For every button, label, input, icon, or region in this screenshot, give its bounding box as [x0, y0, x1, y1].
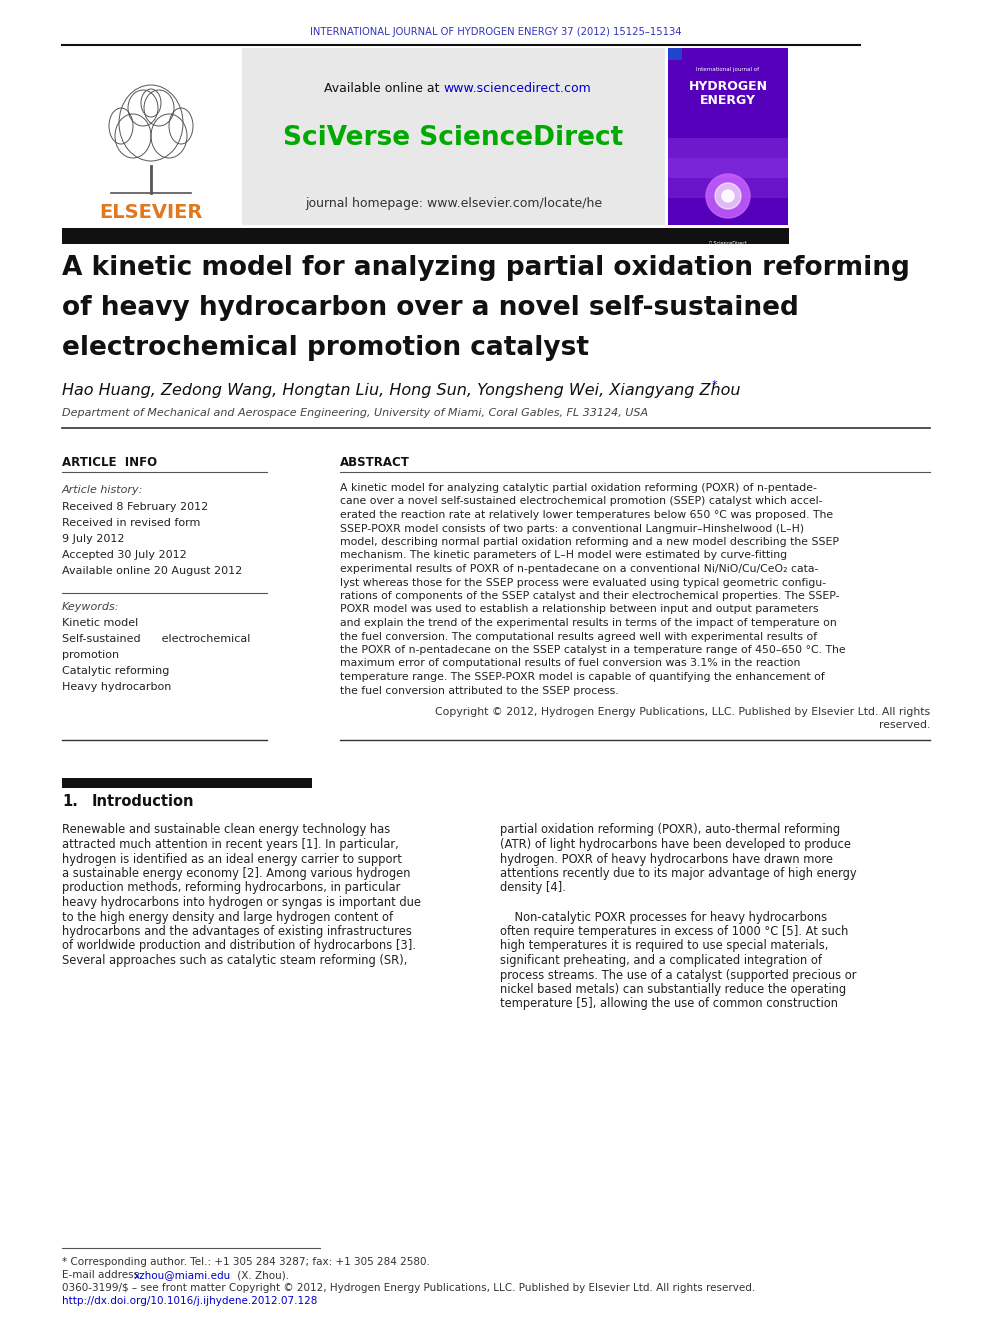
FancyBboxPatch shape: [242, 48, 665, 225]
Circle shape: [722, 191, 734, 202]
Text: Several approaches such as catalytic steam reforming (SR),: Several approaches such as catalytic ste…: [62, 954, 408, 967]
Text: maximum error of computational results of fuel conversion was 3.1% in the reacti: maximum error of computational results o…: [340, 659, 801, 668]
Text: HYDROGEN: HYDROGEN: [688, 79, 768, 93]
Text: ELSEVIER: ELSEVIER: [99, 202, 202, 221]
Text: temperature [5], allowing the use of common construction: temperature [5], allowing the use of com…: [500, 998, 838, 1011]
Text: reserved.: reserved.: [879, 720, 930, 730]
Text: often require temperatures in excess of 1000 °C [5]. At such: often require temperatures in excess of …: [500, 925, 848, 938]
Circle shape: [706, 175, 750, 218]
Text: partial oxidation reforming (POXR), auto-thermal reforming: partial oxidation reforming (POXR), auto…: [500, 823, 840, 836]
Text: the POXR of n-pentadecane on the SSEP catalyst in a temperature range of 450–650: the POXR of n-pentadecane on the SSEP ca…: [340, 646, 845, 655]
Text: Catalytic reforming: Catalytic reforming: [62, 665, 170, 676]
Text: electrochemical promotion catalyst: electrochemical promotion catalyst: [62, 335, 589, 361]
Text: SSEP-POXR model consists of two parts: a conventional Langmuir–Hinshelwood (L–H): SSEP-POXR model consists of two parts: a…: [340, 524, 805, 533]
Text: of worldwide production and distribution of hydrocarbons [3].: of worldwide production and distribution…: [62, 939, 416, 953]
Text: E-mail address:: E-mail address:: [62, 1270, 146, 1279]
Text: rations of components of the SSEP catalyst and their electrochemical properties.: rations of components of the SSEP cataly…: [340, 591, 839, 601]
Text: SciVerse ScienceDirect: SciVerse ScienceDirect: [284, 124, 624, 151]
Text: Accepted 30 July 2012: Accepted 30 July 2012: [62, 550, 186, 560]
Text: nickel based metals) can substantially reduce the operating: nickel based metals) can substantially r…: [500, 983, 846, 996]
Text: ARTICLE  INFO: ARTICLE INFO: [62, 455, 157, 468]
Text: 9 July 2012: 9 July 2012: [62, 534, 125, 544]
Text: POXR model was used to establish a relationship between input and output paramet: POXR model was used to establish a relat…: [340, 605, 818, 614]
Text: Renewable and sustainable clean energy technology has: Renewable and sustainable clean energy t…: [62, 823, 390, 836]
Text: (X. Zhou).: (X. Zhou).: [234, 1270, 289, 1279]
Text: hydrogen. POXR of heavy hydrocarbons have drawn more: hydrogen. POXR of heavy hydrocarbons hav…: [500, 852, 833, 865]
Text: the fuel conversion. The computational results agreed well with experimental res: the fuel conversion. The computational r…: [340, 631, 817, 642]
Text: a sustainable energy economy [2]. Among various hydrogen: a sustainable energy economy [2]. Among …: [62, 867, 411, 880]
Text: Department of Mechanical and Aerospace Engineering, University of Miami, Coral G: Department of Mechanical and Aerospace E…: [62, 407, 648, 418]
Text: process streams. The use of a catalyst (supported precious or: process streams. The use of a catalyst (…: [500, 968, 856, 982]
Text: Available online at: Available online at: [324, 82, 443, 94]
Text: INTERNATIONAL JOURNAL OF HYDROGEN ENERGY 37 (2012) 15125–15134: INTERNATIONAL JOURNAL OF HYDROGEN ENERGY…: [310, 26, 682, 37]
Text: Copyright © 2012, Hydrogen Energy Publications, LLC. Published by Elsevier Ltd. : Copyright © 2012, Hydrogen Energy Public…: [434, 706, 930, 717]
FancyBboxPatch shape: [668, 48, 788, 225]
FancyBboxPatch shape: [668, 48, 682, 60]
Text: model, describing normal partial oxidation reforming and a new model describing : model, describing normal partial oxidati…: [340, 537, 839, 546]
Text: A kinetic model for analyzing catalytic partial oxidation reforming (POXR) of n-: A kinetic model for analyzing catalytic …: [340, 483, 816, 493]
FancyBboxPatch shape: [668, 157, 788, 198]
Text: xzhou@miami.edu: xzhou@miami.edu: [134, 1270, 231, 1279]
Text: ENERGY: ENERGY: [700, 94, 756, 106]
Text: hydrocarbons and the advantages of existing infrastructures: hydrocarbons and the advantages of exist…: [62, 925, 412, 938]
Text: promotion: promotion: [62, 650, 119, 660]
Text: A kinetic model for analyzing partial oxidation reforming: A kinetic model for analyzing partial ox…: [62, 255, 910, 280]
Text: Heavy hydrocarbon: Heavy hydrocarbon: [62, 681, 172, 692]
Circle shape: [715, 183, 741, 209]
Text: attracted much attention in recent years [1]. In particular,: attracted much attention in recent years…: [62, 837, 399, 851]
Text: 0360-3199/$ – see front matter Copyright © 2012, Hydrogen Energy Publications, L: 0360-3199/$ – see front matter Copyright…: [62, 1283, 755, 1293]
Text: hydrogen is identified as an ideal energy carrier to support: hydrogen is identified as an ideal energ…: [62, 852, 402, 865]
Text: ABSTRACT: ABSTRACT: [340, 455, 410, 468]
Text: 1.: 1.: [62, 795, 78, 810]
Text: mechanism. The kinetic parameters of L–H model were estimated by curve-fitting: mechanism. The kinetic parameters of L–H…: [340, 550, 787, 561]
Text: heavy hydrocarbons into hydrogen or syngas is important due: heavy hydrocarbons into hydrogen or syng…: [62, 896, 421, 909]
Text: journal homepage: www.elsevier.com/locate/he: journal homepage: www.elsevier.com/locat…: [305, 197, 602, 209]
Text: Article history:: Article history:: [62, 486, 144, 495]
Text: * Corresponding author. Tel.: +1 305 284 3287; fax: +1 305 284 2580.: * Corresponding author. Tel.: +1 305 284…: [62, 1257, 430, 1267]
Text: (ATR) of light hydrocarbons have been developed to produce: (ATR) of light hydrocarbons have been de…: [500, 837, 851, 851]
Text: *: *: [712, 380, 717, 390]
FancyBboxPatch shape: [668, 138, 788, 179]
Text: International journal of: International journal of: [696, 67, 760, 73]
Text: Kinetic model: Kinetic model: [62, 618, 138, 628]
Text: Received 8 February 2012: Received 8 February 2012: [62, 501, 208, 512]
FancyBboxPatch shape: [62, 228, 789, 243]
Text: http://dx.doi.org/10.1016/j.ijhydene.2012.07.128: http://dx.doi.org/10.1016/j.ijhydene.201…: [62, 1297, 317, 1306]
Text: Hao Huang, Zedong Wang, Hongtan Liu, Hong Sun, Yongsheng Wei, Xiangyang Zhou: Hao Huang, Zedong Wang, Hongtan Liu, Hon…: [62, 382, 740, 397]
Text: Available online 20 August 2012: Available online 20 August 2012: [62, 566, 242, 576]
Text: erated the reaction rate at relatively lower temperatures below 650 °C was propo: erated the reaction rate at relatively l…: [340, 509, 833, 520]
Text: to the high energy density and large hydrogen content of: to the high energy density and large hyd…: [62, 910, 393, 923]
Text: significant preheating, and a complicated integration of: significant preheating, and a complicate…: [500, 954, 822, 967]
Text: lyst whereas those for the SSEP process were evaluated using typical geometric c: lyst whereas those for the SSEP process …: [340, 578, 826, 587]
Text: experimental results of POXR of n-pentadecane on a conventional Ni/NiO/Cu/CeO₂ c: experimental results of POXR of n-pentad…: [340, 564, 818, 574]
Text: production methods, reforming hydrocarbons, in particular: production methods, reforming hydrocarbo…: [62, 881, 401, 894]
Text: temperature range. The SSEP-POXR model is capable of quantifying the enhancement: temperature range. The SSEP-POXR model i…: [340, 672, 824, 681]
FancyBboxPatch shape: [62, 778, 312, 789]
Text: Introduction: Introduction: [92, 795, 194, 810]
Text: Received in revised form: Received in revised form: [62, 519, 200, 528]
Text: Non-catalytic POXR processes for heavy hydrocarbons: Non-catalytic POXR processes for heavy h…: [500, 910, 827, 923]
Text: the fuel conversion attributed to the SSEP process.: the fuel conversion attributed to the SS…: [340, 685, 619, 696]
Text: Self-sustained      electrochemical: Self-sustained electrochemical: [62, 634, 250, 644]
Text: Keywords:: Keywords:: [62, 602, 119, 613]
Text: of heavy hydrocarbon over a novel self-sustained: of heavy hydrocarbon over a novel self-s…: [62, 295, 799, 321]
Text: and explain the trend of the experimental results in terms of the impact of temp: and explain the trend of the experimenta…: [340, 618, 836, 628]
Text: attentions recently due to its major advantage of high energy: attentions recently due to its major adv…: [500, 867, 857, 880]
Text: density [4].: density [4].: [500, 881, 565, 894]
Text: high temperatures it is required to use special materials,: high temperatures it is required to use …: [500, 939, 828, 953]
Text: cane over a novel self-sustained electrochemical promotion (SSEP) catalyst which: cane over a novel self-sustained electro…: [340, 496, 822, 507]
Text: Ⓢ ScienceDirect: Ⓢ ScienceDirect: [709, 242, 747, 246]
Text: www.sciencedirect.com: www.sciencedirect.com: [443, 82, 591, 94]
